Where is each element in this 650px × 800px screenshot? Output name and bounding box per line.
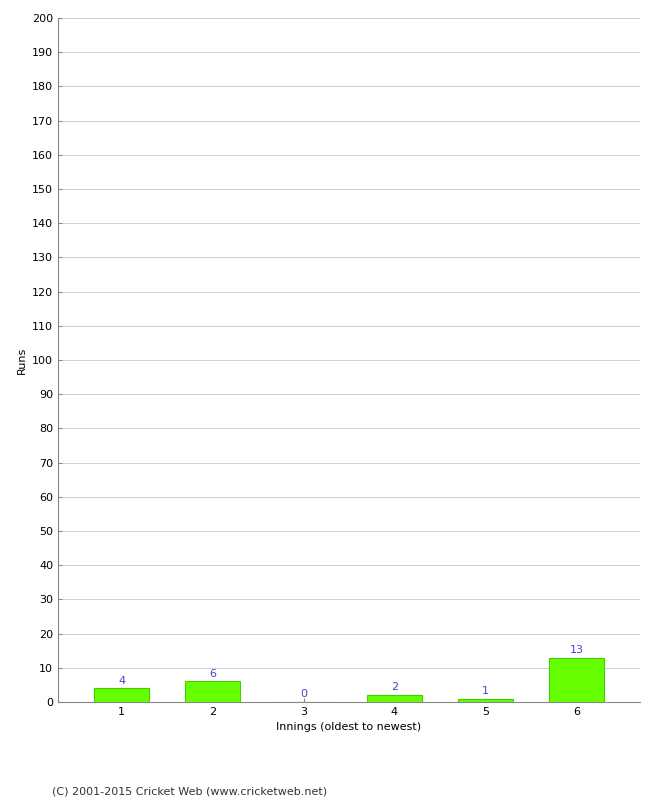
Bar: [185, 682, 240, 702]
Y-axis label: Runs: Runs: [16, 346, 27, 374]
Text: 4: 4: [118, 675, 125, 686]
Text: 6: 6: [209, 669, 216, 678]
Text: 0: 0: [300, 690, 307, 699]
Text: 13: 13: [569, 645, 583, 655]
Bar: [94, 688, 149, 702]
Text: 1: 1: [482, 686, 489, 696]
Bar: [549, 658, 604, 702]
Bar: [458, 698, 513, 702]
Bar: [367, 695, 422, 702]
Text: 2: 2: [391, 682, 398, 693]
Text: (C) 2001-2015 Cricket Web (www.cricketweb.net): (C) 2001-2015 Cricket Web (www.cricketwe…: [52, 786, 327, 796]
X-axis label: Innings (oldest to newest): Innings (oldest to newest): [276, 722, 422, 733]
